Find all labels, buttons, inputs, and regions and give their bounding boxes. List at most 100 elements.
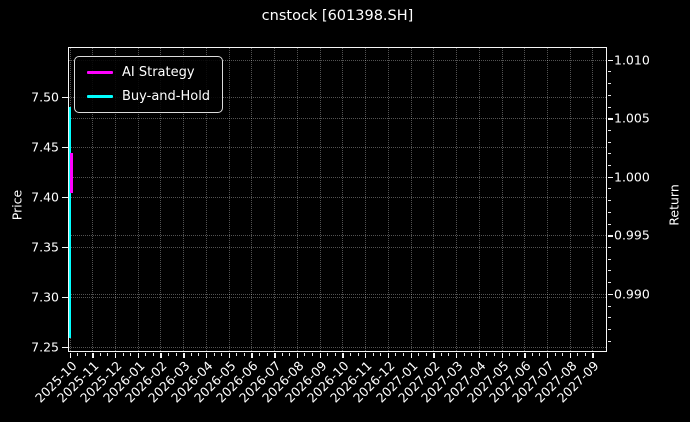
x-minor-tick-mark <box>190 352 192 356</box>
y-right-minor-tick-mark <box>607 223 611 225</box>
gridline-vertical <box>592 48 594 351</box>
gridline-vertical <box>296 48 298 351</box>
y-right-minor-tick-mark <box>607 328 611 330</box>
x-tick-mark <box>524 352 526 358</box>
x-tick-mark <box>251 352 253 358</box>
gridline-vertical <box>365 48 367 351</box>
y-right-minor-tick-mark <box>607 153 611 155</box>
y-right-minor-tick-mark <box>607 106 611 108</box>
y-right-tick-mark <box>607 118 613 120</box>
legend-item-ai-strategy: AI Strategy <box>87 63 210 82</box>
x-minor-tick-mark <box>168 352 170 356</box>
x-tick-mark <box>342 352 344 358</box>
y-right-minor-tick-mark <box>607 200 611 202</box>
y-left-tick-mark <box>62 297 68 299</box>
x-minor-tick-mark <box>334 352 336 356</box>
y-right-minor-tick-mark <box>607 94 611 96</box>
x-minor-tick-mark <box>236 352 238 356</box>
gridline-horizontal <box>69 118 606 120</box>
y-right-tick-mark <box>607 293 613 296</box>
gridline-vertical <box>319 48 321 351</box>
x-minor-tick-mark <box>463 352 465 356</box>
x-minor-tick-mark <box>130 352 132 356</box>
y-right-tick-mark <box>607 176 613 179</box>
x-tick-mark <box>387 352 390 358</box>
x-minor-tick-mark <box>562 352 564 356</box>
series-line-ai-strategy <box>70 153 73 193</box>
y-right-tick-label: 1.010 <box>614 52 650 68</box>
x-minor-tick-mark <box>266 352 268 356</box>
x-tick-mark <box>69 352 71 358</box>
gridline-vertical <box>456 48 458 351</box>
y-right-minor-tick-mark <box>607 211 611 213</box>
gridline-horizontal <box>69 97 606 98</box>
y-right-minor-tick-mark <box>607 305 611 307</box>
gridline-vertical <box>228 48 230 351</box>
y-left-tick-mark <box>62 97 68 99</box>
y-right-minor-tick-mark <box>607 246 611 248</box>
y-right-tick-label: 0.995 <box>614 227 650 243</box>
x-minor-tick-mark <box>584 352 586 356</box>
y-right-tick-label: 0.990 <box>614 286 650 302</box>
chart-title: cnstock [601398.SH] <box>261 8 414 24</box>
y-right-minor-tick-mark <box>607 71 611 73</box>
gridline-horizontal <box>69 235 606 237</box>
gridline-horizontal <box>69 247 606 248</box>
x-tick-mark <box>274 352 276 358</box>
y-left-tick-mark <box>62 247 68 249</box>
y-right-minor-tick-mark <box>607 141 611 143</box>
x-tick-mark <box>114 352 117 358</box>
x-minor-tick-mark <box>380 352 382 356</box>
x-minor-tick-mark <box>577 352 579 356</box>
x-minor-tick-mark <box>418 352 420 356</box>
series-line-buy-and-hold <box>69 107 71 338</box>
y-left-tick-mark <box>62 347 68 349</box>
y-left-tick-label: 7.35 <box>31 239 59 255</box>
y-axis-label-price: Price <box>9 189 25 221</box>
x-minor-tick-mark <box>425 352 427 356</box>
y-right-minor-tick-mark <box>607 165 611 167</box>
legend: AI Strategy Buy-and-Hold <box>74 56 224 113</box>
legend-label-buy-and-hold: Buy-and-Hold <box>122 89 211 104</box>
x-minor-tick-mark <box>516 352 518 356</box>
gridline-horizontal <box>69 147 606 148</box>
gridline-horizontal <box>69 293 606 295</box>
x-minor-tick-mark <box>471 352 473 356</box>
y-left-tick-label: 7.50 <box>31 89 59 105</box>
x-minor-tick-mark <box>99 352 101 356</box>
x-tick-mark <box>592 352 594 358</box>
x-tick-mark <box>547 352 549 358</box>
gridline-vertical <box>524 48 526 351</box>
x-tick-mark <box>501 352 503 358</box>
gridline-vertical <box>342 48 344 351</box>
gridline-vertical <box>569 48 571 351</box>
x-minor-tick-mark <box>122 352 124 356</box>
x-minor-tick-mark <box>372 352 374 356</box>
x-minor-tick-mark <box>531 352 533 356</box>
x-minor-tick-mark <box>554 352 556 356</box>
x-minor-tick-mark <box>289 352 291 356</box>
x-minor-tick-mark <box>258 352 260 356</box>
x-tick-mark <box>569 352 572 358</box>
gridline-vertical <box>183 48 185 351</box>
x-minor-tick-mark <box>509 352 511 356</box>
y-right-minor-tick-mark <box>607 270 611 272</box>
gridline-vertical <box>433 48 435 351</box>
gridline-vertical <box>92 48 94 351</box>
y-right-minor-tick-mark <box>607 188 611 190</box>
plot-area: AI Strategy Buy-and-Hold 2025-10 2025-11 2… <box>31 47 650 406</box>
gridline-vertical <box>114 48 116 351</box>
legend-item-buy-and-hold: Buy-and-Hold <box>87 87 210 106</box>
x-minor-tick-mark <box>243 352 245 356</box>
gridline-horizontal <box>69 176 606 178</box>
x-minor-tick-mark <box>175 352 177 356</box>
gridline-vertical <box>478 48 480 351</box>
x-tick-mark <box>183 352 185 358</box>
x-minor-tick-mark <box>152 352 154 356</box>
gridline-vertical <box>387 48 389 351</box>
y-left-tick-label: 7.40 <box>31 189 59 205</box>
x-minor-tick-mark <box>281 352 283 356</box>
y-right-minor-tick-mark <box>607 317 611 319</box>
ai-strategy-line-swatch <box>87 70 113 75</box>
x-minor-tick-mark <box>440 352 442 356</box>
